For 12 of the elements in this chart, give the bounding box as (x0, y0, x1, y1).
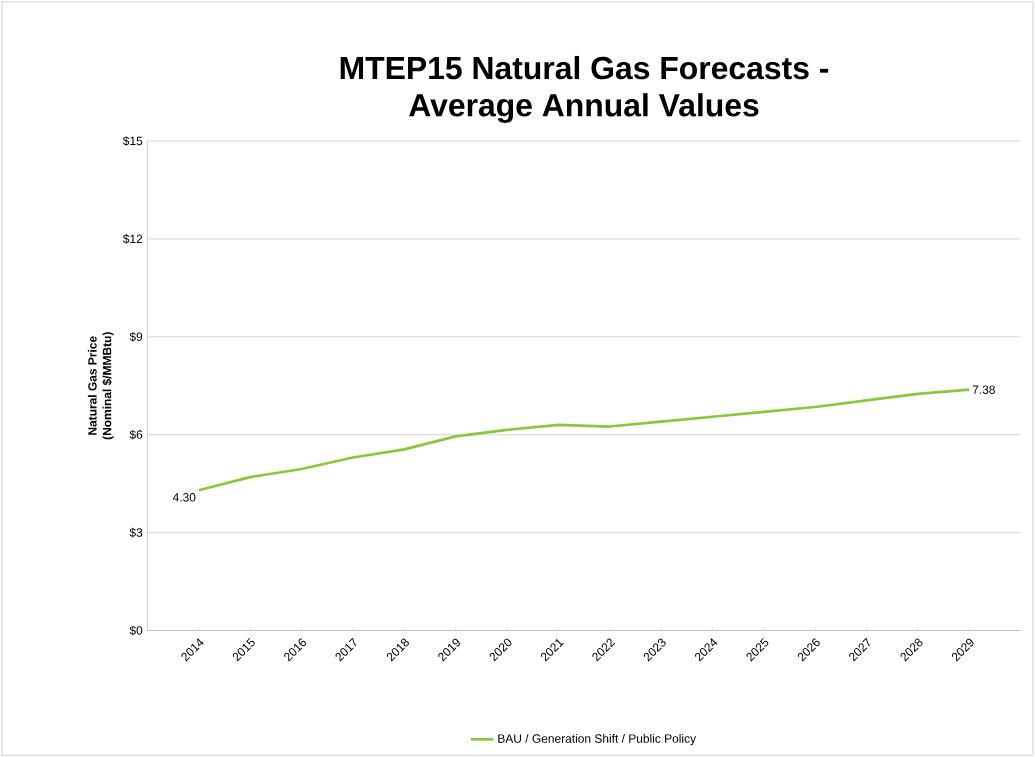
y-tick-label: $9 (129, 331, 143, 342)
y-axis-title: Natural Gas Price (Nominal $/MMBtu) (87, 332, 114, 440)
y-tick-label: $15 (122, 136, 143, 146)
y-tick-label: $0 (129, 625, 143, 636)
y-tick-label: $3 (129, 527, 143, 538)
y-tick-label: $6 (129, 429, 143, 440)
data-label: 4.30 (172, 493, 196, 502)
line-series (197, 388, 971, 492)
data-label: 7.38 (972, 385, 995, 394)
legend-label: BAU / Generation Shift / Public Policy (498, 733, 696, 746)
y-tick-label: $12 (122, 233, 143, 244)
chart-title: MTEP15 Natural Gas Forecasts - Average Annual Values (340, 55, 829, 123)
